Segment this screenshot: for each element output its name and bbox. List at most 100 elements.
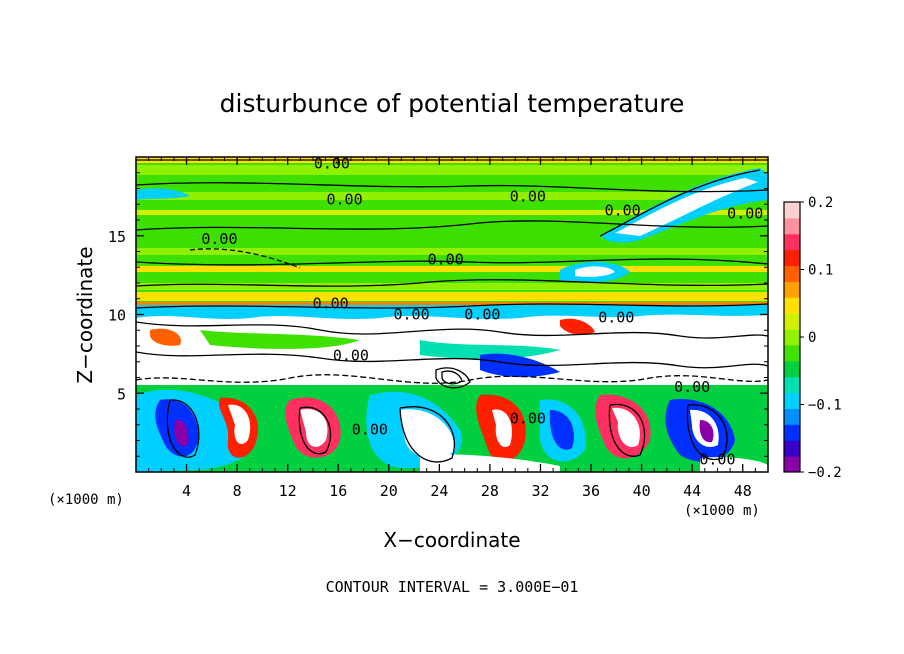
colorbar-swatch [784,424,800,441]
contour-line [136,303,768,309]
x-axis: 4 8 12 16 20 24 28 32 36 40 44 48 [148,157,756,500]
x-tick-label: 40 [633,482,651,500]
cold-anomaly-upper-right-core [615,178,758,236]
colorbar-swatch [784,313,800,330]
contour-line [608,403,646,457]
contour-label: 0.00 [605,202,641,220]
contour-line [441,370,463,385]
layer-green-patch [420,340,560,359]
contour-label: 0.00 [201,230,237,248]
colorbar-swatch [784,202,800,219]
contour-label: 0.00 [314,154,350,172]
x-tick-label: 16 [329,482,347,500]
layer-green-patch [200,330,360,349]
colorbar-swatch [784,408,800,425]
x-tick-label: 24 [430,482,448,500]
contour-label: 0.00 [313,294,349,312]
x-tick-label: 44 [683,482,701,500]
contour-label: 0.00 [428,250,464,268]
band-lightgreen [136,248,768,255]
band-yellow [136,292,768,301]
x-tick-label: 28 [481,482,499,500]
contour-label: 0.00 [464,306,500,324]
y-axis: 5 10 15 [108,172,768,457]
cell-blue [549,410,574,450]
x-tick-label: 36 [582,482,600,500]
contour-label: 0.00 [393,306,429,324]
colorbar-swatch [784,392,800,409]
layer-red-patch [150,328,181,346]
contour-line [136,321,768,339]
x-axis-label: X−coordinate [383,528,520,552]
colorbar-swatch [784,440,800,457]
colorbar-swatch [784,249,800,267]
colorbar-tick-label: 0.1 [808,263,833,279]
contour-label: 0.00 [674,378,710,396]
layer-red-patch [560,318,595,335]
band-lightgreen [136,283,768,290]
layer-cyan-edge [136,305,768,319]
contour-label: 0.00 [510,187,546,205]
cell-purple [174,419,189,447]
contour-line [686,404,728,461]
contour-label: 0.00 [333,346,369,364]
cold-anomaly-mid-right-core [575,266,615,277]
colorbar-swatch [784,344,800,362]
band-yellow [136,266,768,272]
colorbar-swatch [784,265,800,282]
contour-line [136,279,768,287]
contour-line [435,367,471,389]
band-lightgreen [136,165,768,175]
colorbar-tick-label: −0.2 [808,465,842,481]
y-axis-label: Z−coordinate [73,246,97,383]
contour-line [189,248,301,269]
colorbar [783,201,801,473]
x-tick-label: 32 [531,482,549,500]
colorbar-swatch [784,456,800,473]
colorbar-swatch [784,360,800,378]
cell-white [228,404,251,445]
colorbar-swatch [784,376,800,394]
cell-white [492,409,512,448]
y-tick-label: 5 [117,385,126,403]
colorbar-swatch [784,329,800,346]
band-yellow [136,210,768,215]
colorbar-swatch [784,217,800,235]
contour-line [599,169,761,237]
y-tick-label: 15 [108,228,126,246]
contour-line [399,406,456,463]
contour-label: 0.00 [727,205,763,223]
band-lightgreen [136,192,768,200]
colorbar-tick-label: −0.1 [808,398,842,414]
x-tick-label: 20 [380,482,398,500]
x-tick-label: 4 [182,482,191,500]
contour-line [298,406,332,455]
colorbar-tick-label: 0.2 [808,195,833,211]
contour-label: 0.00 [699,450,735,468]
x-unit-right: (×1000 m) [684,503,760,519]
x-tick-label: 8 [233,482,242,500]
plot-area: 0.00 0.00 0.00 0.00 0.00 0.00 0.00 0.00 0.00 0.00… [136,154,768,472]
cell-white [300,409,328,447]
contour-label: 0.00 [352,420,388,438]
contour-line [136,220,768,231]
colorbar-ticks: 0.2 0.1 0 −0.1 −0.2 [800,195,842,481]
cell-white [612,407,640,448]
band-orange [136,302,768,305]
colorbar-swatch [784,297,800,314]
colorbar-tick-label: 0 [808,330,816,346]
contour-line [136,374,768,384]
contour-labels: 0.00 0.00 0.00 0.00 0.00 0.00 0.00 0.00 0.00 0.00… [201,154,763,468]
cell-purple [699,420,714,443]
x-tick-label: 12 [279,482,297,500]
contour-label: 0.00 [598,309,634,327]
contour-label: 0.00 [326,191,362,209]
y-tick-label: 10 [108,307,126,325]
layer-blue-patch [480,353,560,378]
chart-title: disturbunce of potential temperature [220,89,685,118]
colorbar-swatch [784,281,800,298]
x-tick-label: 48 [734,482,752,500]
cell-white [400,409,455,459]
cold-anomaly-upper-left [136,188,190,200]
